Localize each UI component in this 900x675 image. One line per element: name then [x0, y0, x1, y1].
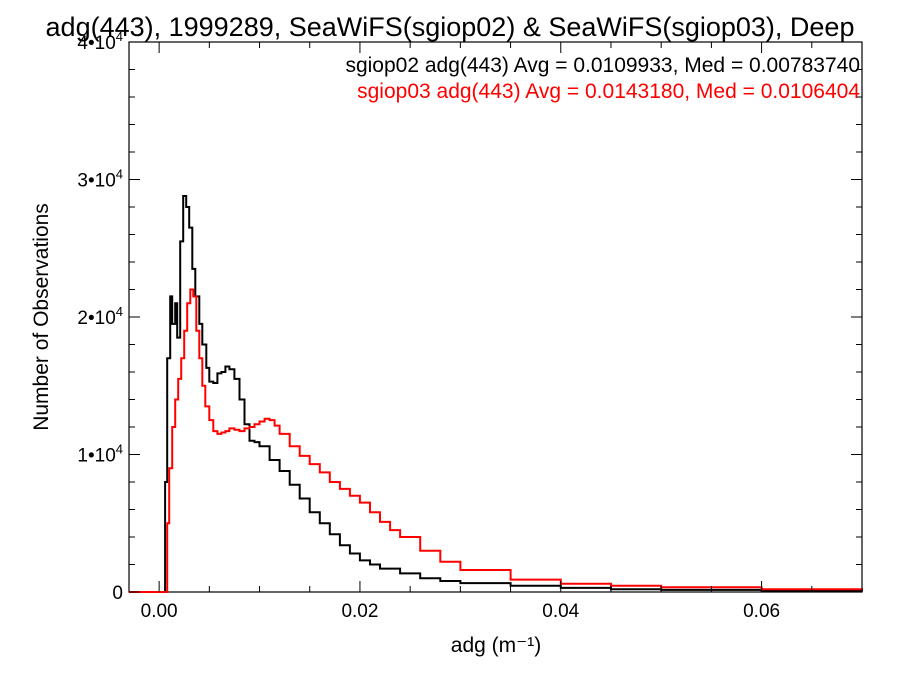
series-line-sgiop02 [129, 195, 863, 593]
y-tick-label: 3•104 [77, 167, 123, 192]
y-tick-label: 4•104 [77, 29, 123, 54]
y-tick-label: 2•104 [77, 304, 123, 329]
chart-title: adg(443), 1999289, SeaWiFS(sgiop02) & Se… [46, 12, 855, 42]
y-tick-label: 1•104 [77, 442, 123, 467]
x-tick-label: 0.02 [341, 601, 378, 622]
plot-frame [128, 41, 863, 593]
y-axis-label: Number of Observations [30, 203, 53, 431]
x-tick-label: 0.04 [542, 601, 579, 622]
x-axis-label: adg (m⁻¹) [451, 634, 541, 657]
series-1-legend-label: sgiop02 adg(443) Avg = 0.0109933, Med = … [345, 54, 860, 77]
x-tick-label: 0.00 [141, 601, 178, 622]
y-axis-ticks: 0 1•104 2•104 3•104 4•104 [77, 29, 862, 604]
series-layer [129, 195, 863, 593]
series-line-sgiop03 [129, 288, 863, 593]
plot-area: 0.00 0.02 0.04 0.06 0 1•104 2•104 3•104 4•104 [77, 29, 863, 622]
series-2-legend-label: sgiop03 adg(443) Avg = 0.0143180, Med = … [357, 80, 860, 103]
x-axis-ticks: 0.00 0.02 0.04 0.06 [141, 42, 863, 622]
x-tick-label: 0.06 [743, 601, 780, 622]
y-tick-label: 0 [112, 583, 123, 604]
